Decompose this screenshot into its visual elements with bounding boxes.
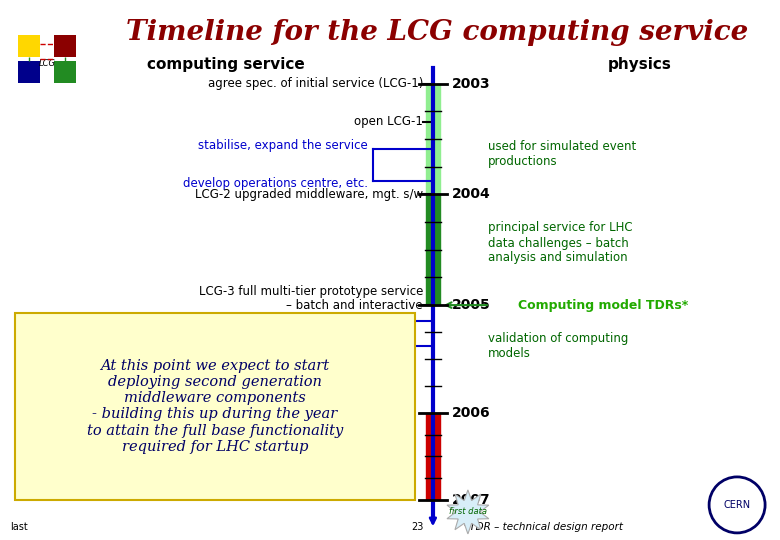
Text: generation middleware: generation middleware	[230, 342, 368, 355]
Text: last: last	[10, 522, 28, 532]
Text: physics: physics	[608, 57, 672, 72]
Text: 2006: 2006	[452, 406, 491, 420]
Text: open LCG-1: open LCG-1	[354, 115, 423, 128]
Text: testing, hardening of 2ⁿᵈ: testing, hardening of 2ⁿᵈ	[223, 312, 368, 325]
Text: stabilise, expand the service: stabilise, expand the service	[198, 139, 368, 152]
Text: – batch and interactive: – batch and interactive	[286, 299, 423, 312]
Text: At this point we expect to start
deploying second generation
middleware componen: At this point we expect to start deployi…	[87, 359, 343, 454]
Text: LCG-2 upgraded middleware, mgt. s/w: LCG-2 upgraded middleware, mgt. s/w	[195, 188, 423, 201]
Text: principal service for LHC
data challenges – batch
analysis and simulation: principal service for LHC data challenge…	[488, 221, 633, 265]
Text: *TDR – technical design report: *TDR – technical design report	[464, 522, 623, 532]
Text: validation of computing
models: validation of computing models	[488, 332, 628, 360]
Text: first data: first data	[449, 508, 487, 516]
Text: used for simulated event
productions: used for simulated event productions	[488, 140, 636, 168]
Bar	[18, 60, 40, 83]
Text: develop operations centre, etc.: develop operations centre, etc.	[183, 178, 368, 191]
Bar	[54, 60, 76, 83]
Text: 2004: 2004	[452, 187, 491, 201]
Text: 23: 23	[411, 522, 424, 532]
Polygon shape	[447, 490, 489, 534]
Text: 2005: 2005	[452, 298, 491, 312]
Text: Timeline for the LCG computing service: Timeline for the LCG computing service	[126, 19, 748, 46]
Text: CERN: CERN	[724, 500, 750, 510]
Text: Computing model TDRs*: Computing model TDRs*	[518, 299, 688, 312]
Text: LCG: LCG	[38, 59, 55, 68]
Text: 2007: 2007	[452, 492, 491, 507]
Bar	[18, 35, 40, 57]
Text: agree spec. of initial service (LCG-1): agree spec. of initial service (LCG-1)	[207, 77, 423, 90]
Text: LCG-3 full multi-tier prototype service: LCG-3 full multi-tier prototype service	[199, 285, 423, 298]
FancyBboxPatch shape	[15, 313, 415, 500]
Text: computing service: computing service	[147, 57, 305, 72]
Text: 2003: 2003	[452, 77, 491, 91]
Bar	[54, 35, 76, 57]
